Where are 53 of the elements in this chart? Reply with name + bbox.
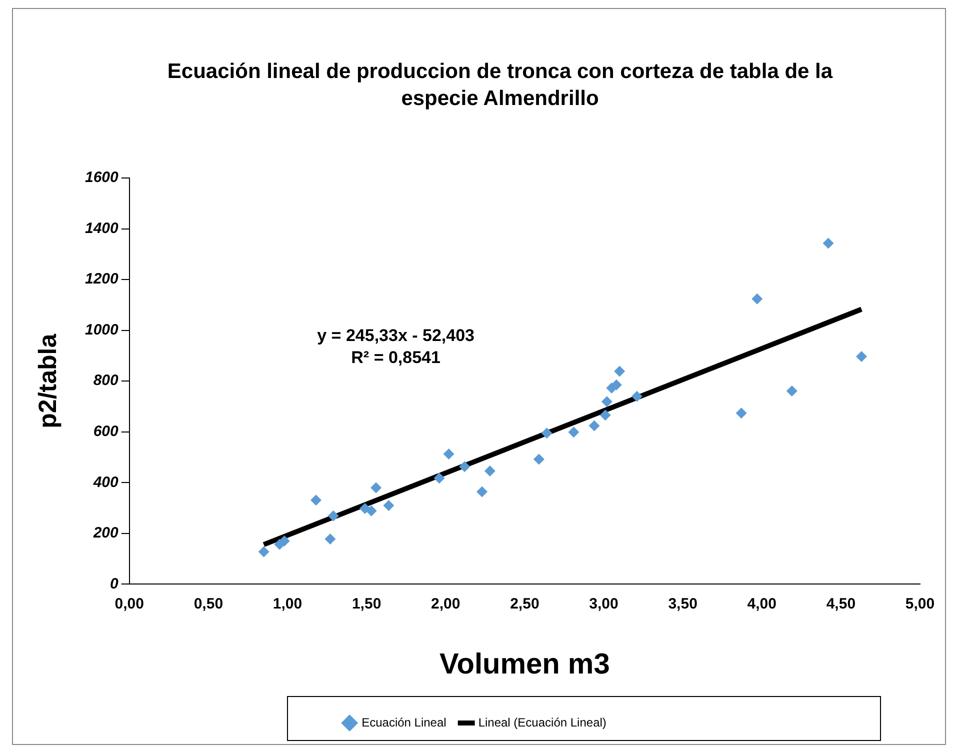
x-tick-label: 5,00 [905,595,935,612]
point [736,408,747,419]
point [631,390,642,402]
point [434,472,445,484]
point [459,461,470,472]
annotation: R² = 0,8541 [351,348,440,368]
point [258,546,270,558]
y-tick-label: 200 [92,524,120,542]
x-axis-title: Volumen m3 [440,648,610,681]
y-tick-label: 1000 [84,321,120,338]
chart-title: Ecuación lineal de produccion de tronca con corteza de tabla de la especie Almendrillo [166,59,834,112]
legend-label: Ecuación Lineal [362,715,446,730]
point [568,426,580,438]
point [822,238,834,249]
point [533,454,544,465]
point [328,510,339,522]
point [278,536,290,547]
point [443,448,454,460]
point [614,366,626,377]
point [752,293,763,304]
x-tick-label: 4,50 [826,595,856,612]
x-tick-label: 2,00 [431,595,460,612]
y-axis-title: p2/tabla [34,332,62,428]
point [370,482,382,494]
point [856,350,867,362]
y-tick-label: 1200 [84,270,120,288]
x-tick-label: 1,50 [352,595,382,612]
point [484,465,496,476]
point [310,494,322,506]
point [366,505,377,516]
x-tick-label: 0,00 [114,595,144,612]
point [383,500,394,511]
point [588,420,600,432]
x-tick-label: 0,50 [194,595,224,612]
annotation: y = 245,33x - 52,403 [317,326,475,346]
x-tick-label: 2,50 [510,595,540,612]
point [600,410,611,421]
x-tick-label: 4,00 [747,595,776,612]
x-tick-label: 3,50 [668,595,698,612]
point [786,386,798,396]
y-tick-label: 400 [92,474,120,491]
y-tick-label: 1600 [84,169,120,186]
point [541,428,552,439]
point [601,396,612,408]
y-tick-label: 600 [93,423,120,440]
point [324,534,336,545]
y-tick-label: 1400 [84,220,120,237]
x-tick-label: 1,00 [272,595,302,612]
y-tick-label: 0 [110,575,120,592]
x-tick-label: 3,00 [589,595,618,612]
legend-label: Lineal (Ecuación Lineal) [478,715,606,730]
y-tick-label: 800 [93,372,120,390]
point [476,486,488,498]
